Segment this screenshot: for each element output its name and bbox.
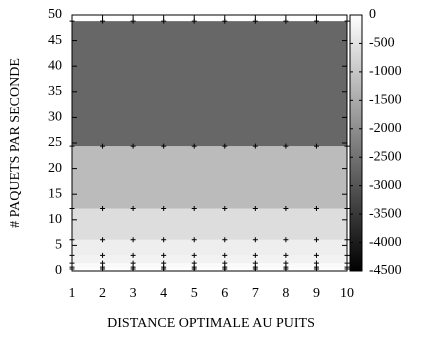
colorbar-tick-label: -2000 xyxy=(369,121,402,136)
y-tick-label: 20 xyxy=(48,161,62,176)
data-point xyxy=(222,252,228,258)
colorbar-tick-label: -4500 xyxy=(369,263,402,278)
x-tick-label: 10 xyxy=(340,286,354,301)
data-point xyxy=(313,260,319,266)
x-axis-title: DISTANCE OPTIMALE AU PUITS xyxy=(107,316,315,331)
heatmap-cell xyxy=(72,263,347,268)
data-point xyxy=(191,237,197,243)
data-point xyxy=(100,143,106,149)
colorbar-tick-label: -1000 xyxy=(369,64,402,79)
data-point xyxy=(222,206,228,212)
plot-frame xyxy=(71,14,348,272)
x-tick-label: 1 xyxy=(69,286,76,301)
x-tick-label: 9 xyxy=(313,286,320,301)
data-point xyxy=(130,143,136,149)
y-tick-label: 30 xyxy=(48,110,62,125)
data-point xyxy=(313,252,319,258)
data-point xyxy=(161,252,167,258)
heatmap-cell xyxy=(72,21,347,147)
x-tick-label: 5 xyxy=(191,286,198,301)
y-axis-title: # PAQUETS PAR SECONDE xyxy=(8,58,23,228)
data-point xyxy=(222,143,228,149)
heatmap-cell xyxy=(72,267,347,270)
y-tick-label: 15 xyxy=(48,186,62,201)
data-point xyxy=(252,260,258,266)
data-point xyxy=(283,206,289,212)
data-point xyxy=(283,260,289,266)
colorbar-tick-label: -4000 xyxy=(369,235,402,250)
heatmap-cell xyxy=(72,239,347,256)
y-tick-label: 25 xyxy=(48,135,62,150)
colorbar-tick-label: 0 xyxy=(369,7,376,22)
data-point xyxy=(191,206,197,212)
data-point xyxy=(252,237,258,243)
colorbar-tick-label: -3000 xyxy=(369,178,402,193)
colorbar-tick-label: -1500 xyxy=(369,93,402,108)
data-point xyxy=(283,252,289,258)
data-point xyxy=(161,260,167,266)
data-point xyxy=(100,260,106,266)
data-point xyxy=(130,252,136,258)
data-point xyxy=(191,260,197,266)
data-point xyxy=(222,260,228,266)
heatmap-cell xyxy=(72,255,347,264)
data-point xyxy=(100,252,106,258)
x-tick-label: 7 xyxy=(252,286,259,301)
x-tick-label: 8 xyxy=(282,286,289,301)
data-point xyxy=(283,143,289,149)
data-point xyxy=(252,206,258,212)
data-point xyxy=(191,143,197,149)
data-point xyxy=(313,206,319,212)
x-tick-label: 3 xyxy=(130,286,137,301)
colorbar-tick-label: -500 xyxy=(369,36,395,51)
data-point xyxy=(252,252,258,258)
data-point xyxy=(161,206,167,212)
colorbar xyxy=(349,14,363,272)
data-point xyxy=(161,237,167,243)
data-point xyxy=(130,237,136,243)
x-tick-label: 4 xyxy=(160,286,167,301)
data-point xyxy=(130,260,136,266)
y-tick-label: 40 xyxy=(48,58,62,73)
y-tick-label: 5 xyxy=(55,238,62,253)
data-point xyxy=(252,143,258,149)
x-tick-label: 2 xyxy=(99,286,106,301)
y-tick-label: 10 xyxy=(48,212,62,227)
colorbar-tick-label: -3500 xyxy=(369,206,402,221)
y-tick-label: 45 xyxy=(48,33,62,48)
data-point xyxy=(283,237,289,243)
heatmap-cell xyxy=(72,146,347,209)
y-tick-label: 35 xyxy=(48,84,62,99)
data-point xyxy=(191,252,197,258)
data-point xyxy=(313,143,319,149)
data-point xyxy=(100,237,106,243)
data-point xyxy=(222,237,228,243)
colorbar-tick-label: -2500 xyxy=(369,149,402,164)
heatmap-cell xyxy=(72,208,347,240)
data-point xyxy=(161,143,167,149)
y-tick-label: 0 xyxy=(55,263,62,278)
data-point xyxy=(100,206,106,212)
data-point xyxy=(313,237,319,243)
y-tick-label: 50 xyxy=(48,7,62,22)
data-point xyxy=(130,206,136,212)
x-tick-label: 6 xyxy=(221,286,228,301)
